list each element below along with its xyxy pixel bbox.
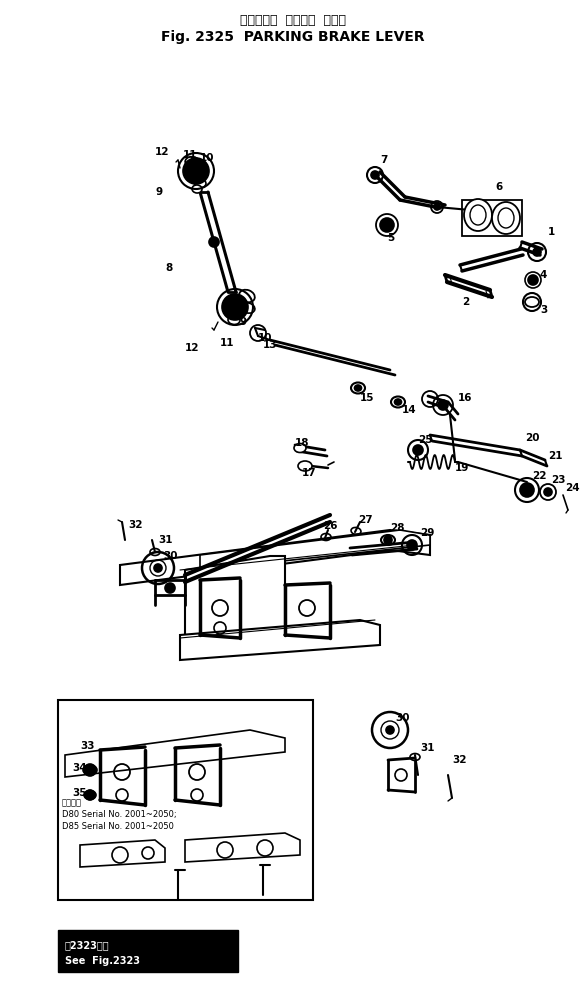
Circle shape [384, 536, 392, 544]
Text: D85 Serial No. 2001~2050: D85 Serial No. 2001~2050 [62, 822, 174, 831]
Text: 34: 34 [72, 763, 87, 773]
Text: See  Fig.2323: See Fig.2323 [65, 956, 140, 966]
Text: 19: 19 [455, 463, 469, 473]
Ellipse shape [470, 205, 486, 225]
Text: 18: 18 [295, 438, 309, 448]
Text: 30: 30 [163, 551, 178, 561]
Text: 27: 27 [358, 515, 373, 525]
Ellipse shape [525, 297, 539, 307]
Text: 15: 15 [360, 393, 374, 403]
Text: 4: 4 [540, 270, 547, 280]
Ellipse shape [294, 443, 306, 452]
Text: D80 Serial No. 2001~2050;: D80 Serial No. 2001~2050; [62, 810, 176, 819]
Ellipse shape [239, 290, 255, 302]
Circle shape [434, 204, 440, 210]
Circle shape [438, 400, 448, 410]
Polygon shape [200, 530, 430, 570]
Circle shape [407, 540, 417, 550]
Text: 30: 30 [395, 713, 410, 723]
Ellipse shape [498, 208, 514, 228]
Text: 32: 32 [128, 520, 142, 530]
Text: 33: 33 [80, 741, 94, 751]
Polygon shape [180, 620, 380, 660]
Circle shape [544, 488, 552, 496]
Text: 7: 7 [380, 155, 387, 165]
Text: 9: 9 [240, 317, 247, 327]
Circle shape [413, 445, 423, 455]
Text: 13: 13 [263, 340, 278, 350]
Bar [58, 700, 313, 900]
Circle shape [222, 294, 248, 320]
Text: 2: 2 [462, 297, 469, 307]
Circle shape [84, 764, 96, 776]
Text: 11: 11 [220, 338, 234, 348]
Ellipse shape [194, 178, 206, 187]
Text: 16: 16 [458, 393, 472, 403]
Text: 28: 28 [390, 523, 404, 533]
Polygon shape [80, 840, 165, 867]
Bar [462, 200, 522, 236]
Text: 23: 23 [551, 475, 565, 485]
Text: 10: 10 [258, 333, 272, 343]
Text: 適用車種: 適用車種 [62, 798, 82, 807]
Ellipse shape [241, 303, 255, 313]
Text: Fig. 2325  PARKING BRAKE LEVER: Fig. 2325 PARKING BRAKE LEVER [161, 30, 425, 44]
Text: 31: 31 [158, 535, 172, 545]
Ellipse shape [355, 385, 362, 391]
Ellipse shape [185, 157, 201, 169]
Text: 9: 9 [155, 187, 162, 197]
Ellipse shape [492, 202, 520, 234]
Text: 12: 12 [185, 343, 199, 353]
Ellipse shape [192, 185, 202, 193]
Text: 26: 26 [323, 521, 338, 531]
Text: 17: 17 [302, 468, 316, 478]
Polygon shape [65, 730, 285, 777]
Text: 25: 25 [418, 435, 432, 445]
Text: 10: 10 [200, 153, 214, 163]
Text: 11: 11 [183, 150, 197, 160]
Circle shape [528, 275, 538, 285]
Text: 14: 14 [402, 405, 417, 415]
Text: 12: 12 [155, 147, 169, 157]
Ellipse shape [394, 399, 401, 405]
Text: 3: 3 [540, 305, 547, 315]
Circle shape [183, 158, 209, 184]
Text: 1: 1 [548, 227, 556, 237]
Text: 6: 6 [495, 182, 502, 192]
Text: 20: 20 [525, 433, 540, 443]
Circle shape [386, 726, 394, 734]
Text: パーキング  ブレーキ  レバー: パーキング ブレーキ レバー [240, 14, 346, 27]
Text: 21: 21 [548, 451, 563, 461]
Ellipse shape [298, 461, 312, 471]
Circle shape [209, 237, 219, 247]
Circle shape [520, 483, 534, 497]
Text: 8: 8 [165, 263, 172, 273]
Bar [58, 930, 238, 972]
Text: 5: 5 [387, 233, 394, 243]
Text: 図2323参照: 図2323参照 [65, 940, 110, 950]
Polygon shape [120, 530, 430, 585]
Polygon shape [185, 556, 285, 640]
Circle shape [154, 564, 162, 572]
Circle shape [371, 171, 379, 179]
Text: 35: 35 [72, 788, 87, 798]
Circle shape [165, 583, 175, 593]
Polygon shape [185, 833, 300, 862]
Circle shape [533, 248, 541, 256]
Text: 22: 22 [532, 471, 547, 481]
Text: 24: 24 [565, 483, 580, 493]
Ellipse shape [464, 199, 492, 231]
Text: 32: 32 [452, 755, 466, 765]
Circle shape [380, 218, 394, 232]
Circle shape [85, 790, 95, 800]
Ellipse shape [228, 315, 240, 324]
Text: 29: 29 [420, 528, 434, 538]
Text: 31: 31 [420, 743, 434, 753]
